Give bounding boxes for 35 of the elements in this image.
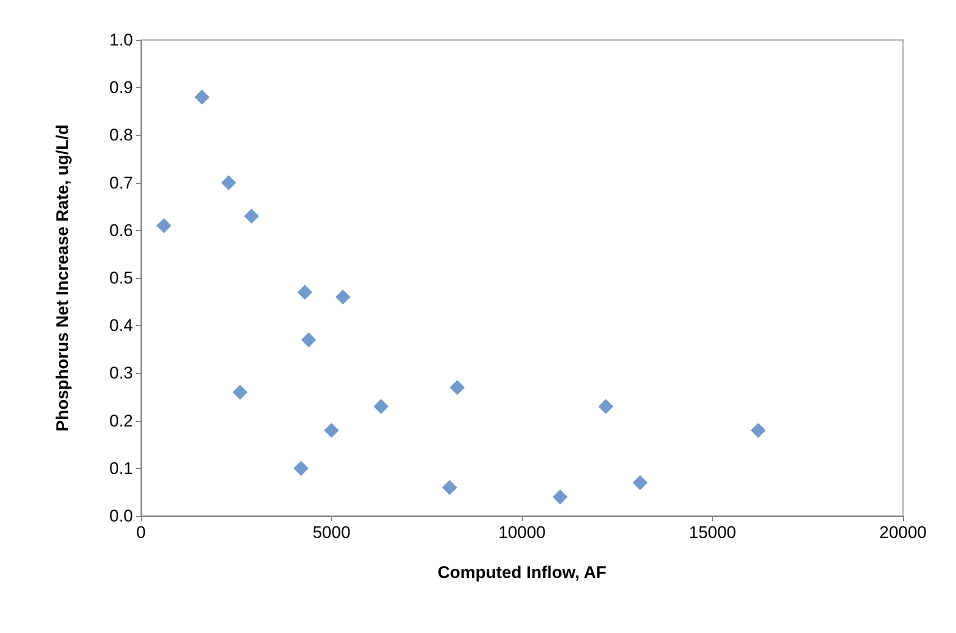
y-axis-title: Phosphorus Net Increase Rate, ug/L/d: [53, 124, 72, 432]
point: [374, 399, 389, 414]
y-tick-label: 0.0: [109, 506, 133, 526]
point: [442, 480, 458, 495]
y-tick-label: 0.3: [109, 364, 133, 383]
x-tick-label: 20000: [879, 523, 927, 542]
point: [221, 175, 236, 190]
point: [194, 90, 210, 105]
point: [324, 422, 339, 438]
y-tick-label: 0.5: [109, 268, 133, 288]
point: [244, 208, 259, 224]
y-tick-label: 0.9: [109, 78, 133, 98]
y-tick-label: 0.6: [109, 220, 133, 240]
y-tick-label: 1.0: [109, 30, 133, 50]
x-axis-title: Computed Inflow, AF: [438, 563, 606, 582]
point: [750, 422, 766, 438]
x-tick-label: 5000: [312, 523, 350, 542]
point: [301, 332, 316, 348]
point: [598, 399, 614, 414]
point: [552, 489, 568, 504]
y-tick-label: 0.7: [109, 173, 133, 192]
point: [156, 218, 172, 234]
point: [632, 475, 648, 490]
x-tick-label: 15000: [688, 523, 736, 542]
x-tick-label: 0: [136, 523, 146, 542]
x-tick-label: 10000: [498, 523, 546, 542]
y-tick-label: 0.4: [109, 316, 133, 336]
point: [297, 284, 312, 300]
y-tick-label: 0.1: [109, 458, 133, 478]
y-tick-label: 0.2: [109, 411, 133, 430]
point: [294, 460, 309, 476]
point: [335, 290, 350, 305]
point: [232, 384, 248, 400]
y-tick-label: 0.8: [109, 126, 133, 145]
point: [450, 380, 465, 395]
